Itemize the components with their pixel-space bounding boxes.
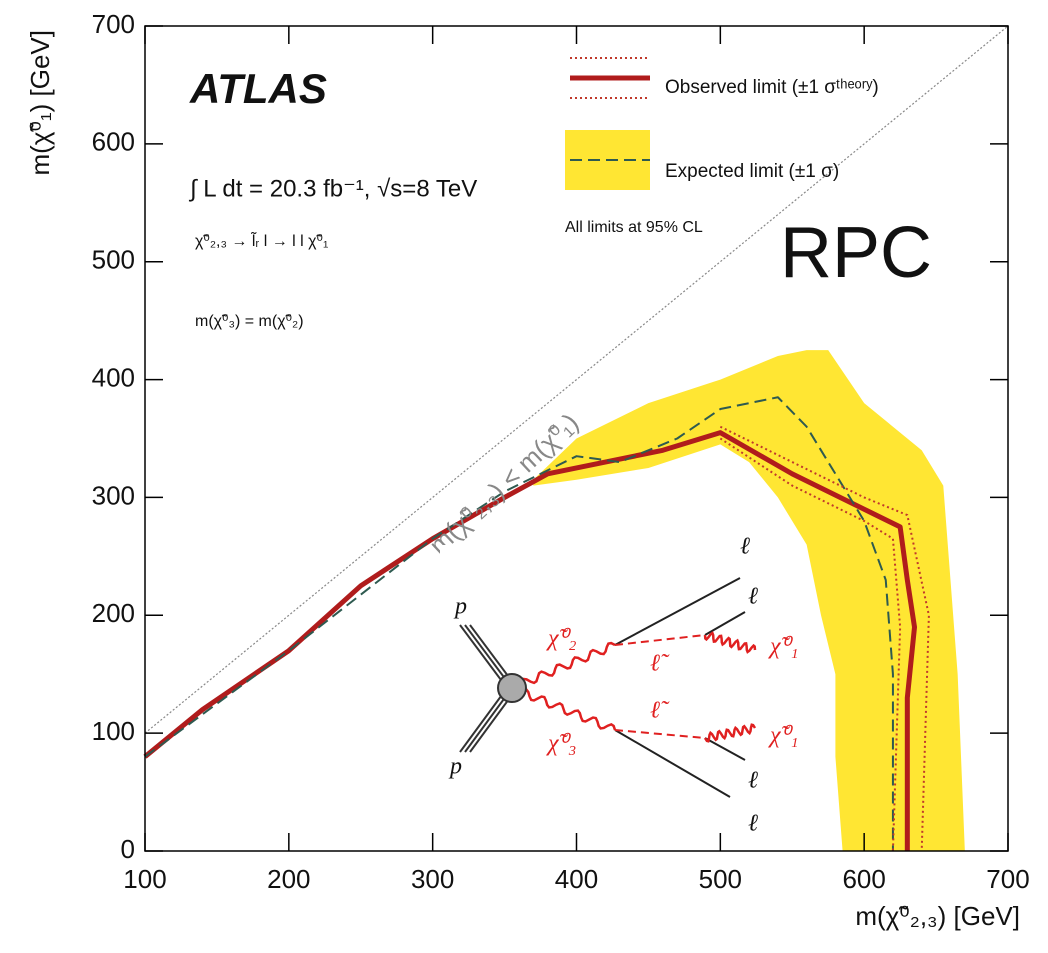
diagram-label: χ̃⁰₃	[546, 731, 577, 757]
y-tick-label: 600	[92, 127, 135, 157]
diagram-label: ℓ	[748, 768, 758, 794]
diagram-wave	[511, 641, 616, 692]
y-tick-label: 200	[92, 598, 135, 628]
y-axis-label: m(χ̃⁰₁) [GeV]	[25, 30, 55, 176]
x-tick-label: 500	[699, 864, 742, 894]
luminosity: ∫ L dt = 20.3 fb⁻¹, √s=8 TeV	[188, 175, 477, 202]
diagram-wave	[703, 631, 757, 654]
expected-band	[533, 350, 965, 851]
diagram-wave	[703, 723, 757, 743]
y-tick-label: 500	[92, 245, 135, 275]
tag: RPC	[780, 213, 932, 293]
diagram-label: ℓ	[748, 584, 758, 610]
y-tick-label: 100	[92, 716, 135, 746]
diagram-label: χ̃⁰₁	[768, 634, 799, 660]
diagonal-line	[144, 25, 1009, 734]
limit-line	[719, 437, 902, 852]
x-tick-label: 300	[411, 864, 454, 894]
legend-label: Observed limit (±1 σᵗʰᵉᵒʳʸ)	[665, 77, 879, 98]
limit-line	[144, 396, 894, 851]
diagram-line	[704, 737, 746, 761]
diagram-line	[459, 687, 508, 753]
diagram-vertex	[497, 673, 527, 703]
diagonal-label: m(χ̃⁰₂,₃) < m(χ̃⁰₁)	[423, 407, 584, 560]
x-tick-label: 200	[267, 864, 310, 894]
diagram-label: p	[448, 754, 462, 780]
experiment: ATLAS	[189, 65, 327, 112]
x-tick-label: 700	[986, 864, 1029, 894]
x-axis-label: m(χ̃⁰₂,₃) [GeV]	[855, 901, 1020, 931]
process: χ̃⁰₂,₃ → l̃ᵣ l → l l χ̃⁰₁	[195, 230, 328, 250]
diagram-line	[614, 577, 741, 646]
y-tick-label: 300	[92, 480, 135, 510]
diagram-line	[704, 611, 746, 636]
limit-line	[719, 425, 930, 852]
cl-note: All limits at 95% CL	[565, 219, 703, 236]
diagram-label: p	[453, 594, 467, 620]
diagram-label: χ̃⁰₁	[768, 723, 799, 749]
diagram-label: ℓ	[740, 534, 750, 560]
diagram-wave	[510, 687, 617, 731]
diagram-label: ℓ	[748, 811, 758, 837]
y-tick-label: 0	[121, 834, 135, 864]
limit-line	[143, 430, 918, 851]
diagram-line	[614, 634, 706, 646]
y-tick-label: 400	[92, 362, 135, 392]
x-tick-label: 100	[123, 864, 166, 894]
diagram-label: χ̃⁰₂	[546, 626, 577, 652]
x-tick-label: 400	[555, 864, 598, 894]
diagram-line	[614, 729, 731, 798]
x-tick-label: 600	[842, 864, 885, 894]
mass-relation: m(χ̃⁰₃) = m(χ̃⁰₂)	[195, 313, 304, 330]
y-tick-label: 700	[92, 9, 135, 39]
diagram-line	[459, 624, 508, 689]
diagram-line	[614, 729, 706, 739]
legend-label: Expected limit (±1 σ)	[665, 161, 839, 182]
